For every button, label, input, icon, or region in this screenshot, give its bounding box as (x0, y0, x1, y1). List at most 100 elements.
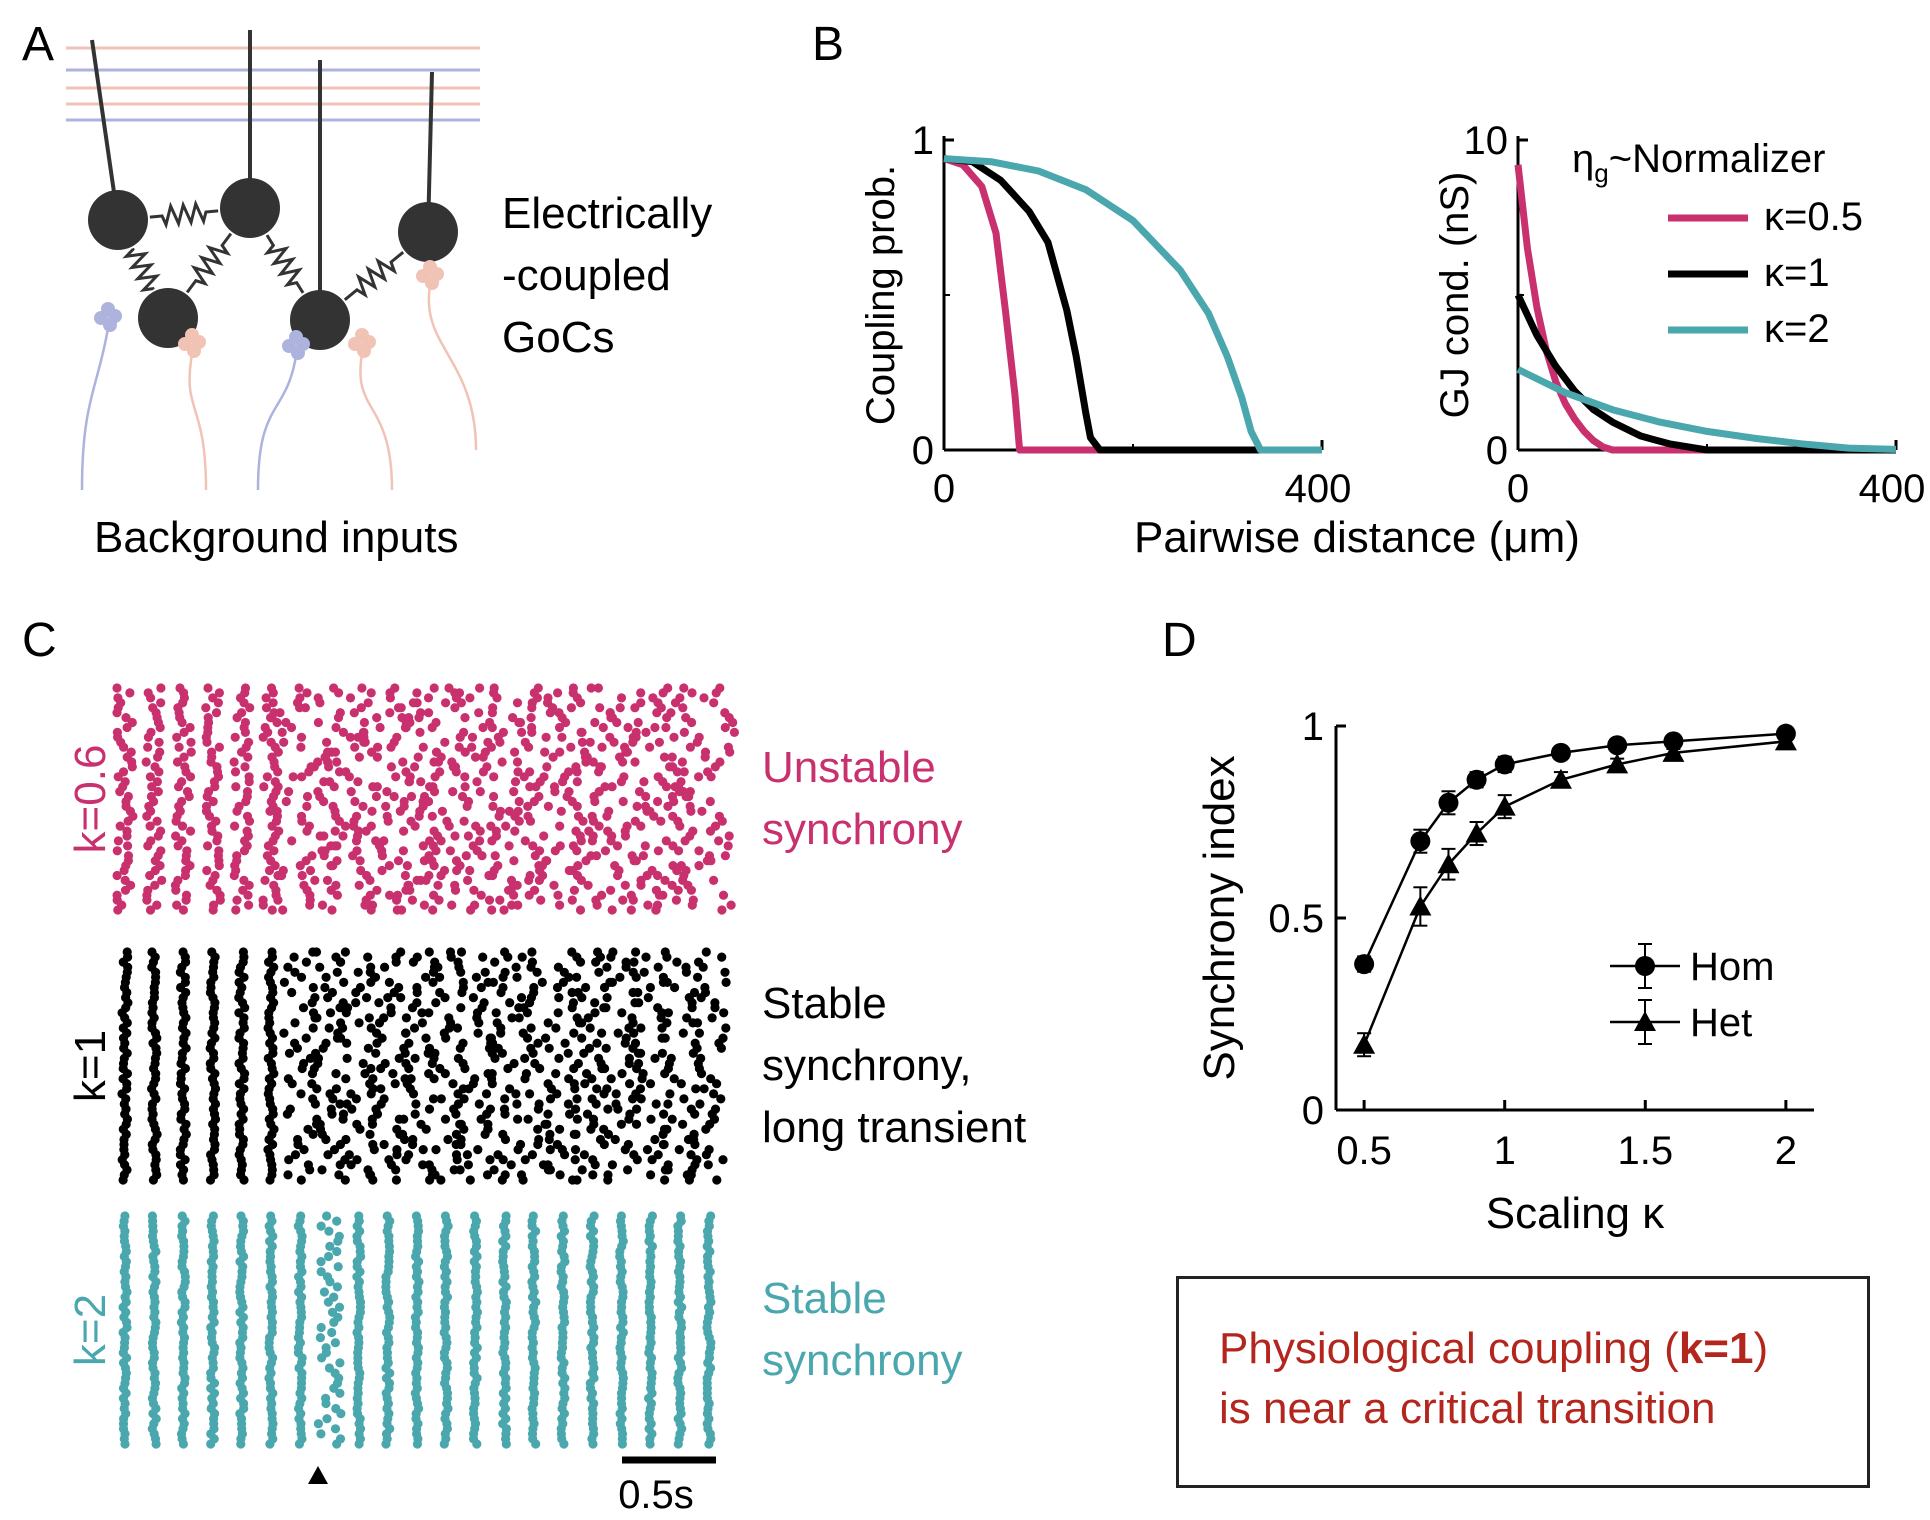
spike (322, 737, 332, 747)
spike (633, 717, 643, 728)
spike (555, 747, 565, 757)
spike (592, 1038, 602, 1048)
spike (213, 698, 223, 708)
spike (208, 905, 218, 915)
spike (389, 791, 399, 802)
spike (448, 1079, 458, 1089)
spike (421, 972, 431, 982)
spike (484, 895, 495, 905)
spike (615, 703, 625, 713)
spike (436, 1094, 446, 1104)
spike (453, 1089, 463, 1099)
spike (464, 1084, 474, 1094)
spike (673, 1439, 683, 1449)
spike (456, 1139, 466, 1150)
spike (597, 742, 607, 752)
spike (513, 767, 523, 777)
spike (690, 1139, 700, 1150)
spike (208, 796, 218, 807)
spike (177, 717, 187, 728)
spike (316, 1221, 326, 1231)
spike (113, 836, 123, 846)
spike (653, 796, 663, 807)
spike (709, 698, 719, 708)
spike (653, 846, 664, 856)
gap-junction-4 (343, 251, 405, 301)
spike (590, 1008, 600, 1018)
spike (153, 752, 163, 762)
spike (284, 1048, 295, 1058)
spike (473, 1145, 483, 1155)
spike (290, 1150, 301, 1160)
spike (714, 836, 724, 846)
spike (231, 905, 241, 915)
spike (112, 708, 122, 718)
spike (329, 1383, 339, 1393)
spike (319, 796, 329, 807)
spike (444, 821, 454, 831)
spike (297, 816, 307, 826)
raster-row-0 (112, 683, 740, 915)
spike (265, 806, 275, 816)
spike (186, 747, 196, 757)
spike (335, 1003, 345, 1013)
spike (433, 757, 444, 767)
spike (718, 890, 729, 900)
spike (437, 806, 447, 816)
x-tick-label-0: 0.5 (1336, 1129, 1392, 1173)
spike (630, 703, 640, 713)
spike (600, 846, 611, 856)
spike (496, 1028, 506, 1038)
spike (316, 1429, 326, 1439)
spike (653, 1150, 663, 1160)
spike (330, 747, 340, 757)
y-tick-label-min: 0 (1486, 429, 1508, 473)
spike (617, 1008, 627, 1018)
spike (585, 1023, 595, 1033)
spike (700, 752, 710, 762)
spike (287, 987, 297, 998)
spike (572, 846, 582, 856)
raster-desc-0-1: synchrony (762, 805, 963, 854)
spike (456, 967, 466, 977)
spike (716, 1043, 727, 1053)
spike (245, 703, 255, 713)
spike (119, 865, 129, 876)
spike (729, 727, 740, 738)
spike (669, 732, 679, 742)
spike (646, 1170, 656, 1180)
spike (591, 1099, 601, 1109)
spike (507, 1013, 517, 1023)
spike (707, 1013, 717, 1023)
spike (675, 821, 685, 831)
rosette-blob (291, 346, 305, 360)
spike (229, 870, 239, 881)
spike (371, 1048, 381, 1058)
spike (509, 787, 519, 797)
spike (698, 962, 708, 972)
spike (599, 1089, 609, 1099)
spike (694, 772, 704, 782)
conclusion-part2: ) (1753, 1324, 1769, 1373)
spike (475, 826, 485, 836)
spike (636, 1048, 646, 1058)
data-point (1466, 769, 1487, 790)
data-point (1550, 742, 1571, 763)
spike (527, 947, 537, 957)
spike (341, 1008, 351, 1018)
spike (283, 1170, 293, 1180)
spike (334, 1170, 344, 1180)
spike (476, 890, 486, 900)
spike (412, 688, 422, 698)
spike (391, 1175, 401, 1185)
spike (590, 998, 600, 1008)
spike (152, 816, 162, 826)
spike (567, 895, 577, 905)
spike (424, 708, 434, 718)
spike (398, 846, 408, 856)
spike (536, 895, 546, 905)
spike (150, 880, 160, 890)
spike (512, 757, 523, 767)
spike (440, 1114, 451, 1124)
spike (522, 1033, 533, 1043)
